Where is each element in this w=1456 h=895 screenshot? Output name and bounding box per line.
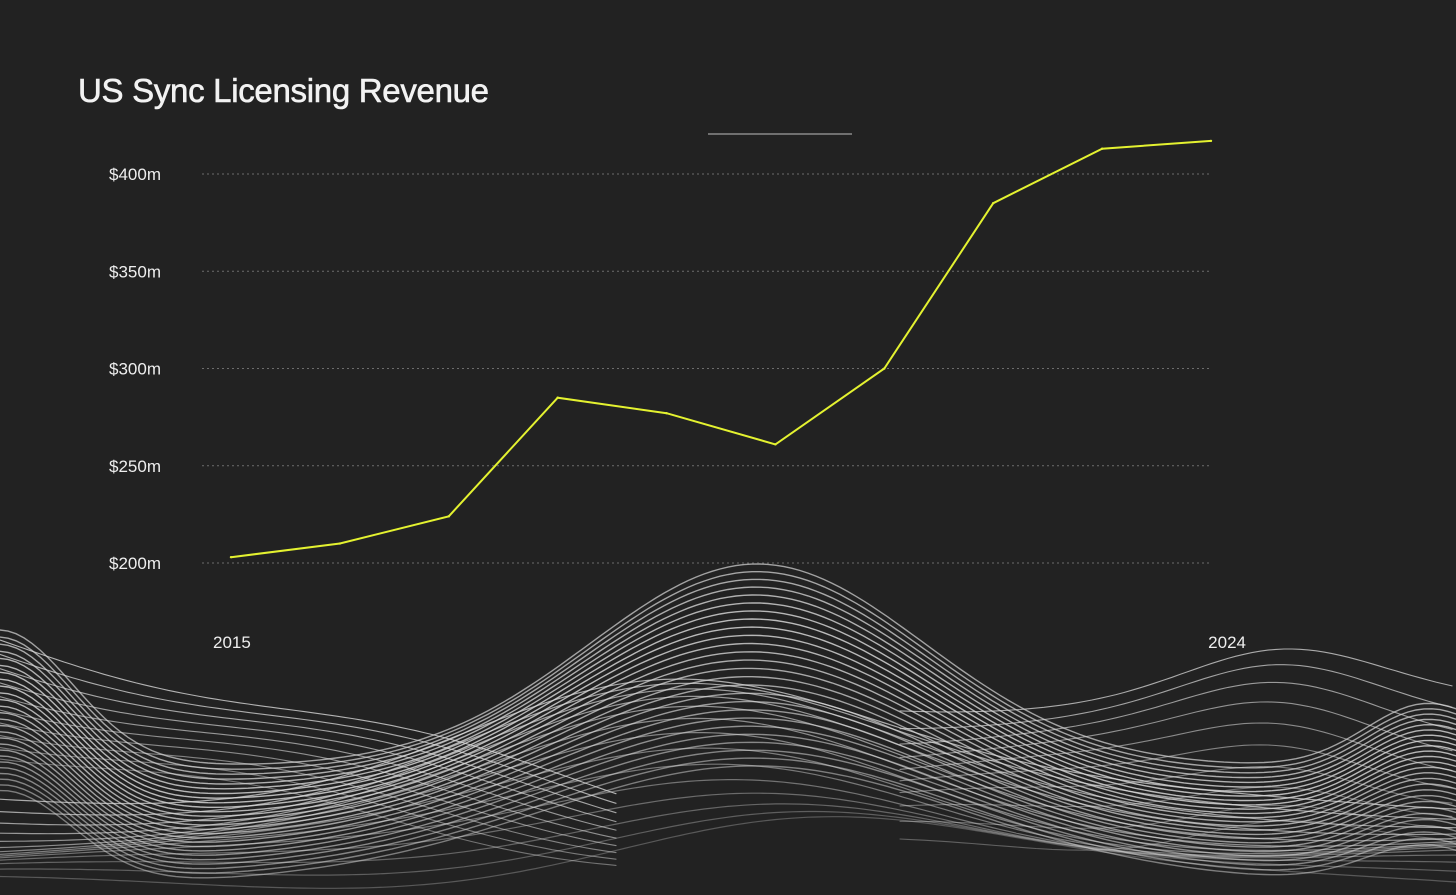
wave-line (899, 648, 1453, 713)
wave-line (0, 733, 1456, 861)
data-point (556, 396, 559, 399)
wave-line (0, 668, 617, 814)
data-point (447, 515, 450, 518)
wave-line (0, 722, 617, 847)
wave-line (0, 763, 1456, 857)
wave-line (899, 681, 1453, 745)
wave-line (0, 563, 1456, 765)
y-tick-label: $300m (109, 360, 161, 379)
wave-line (0, 709, 617, 839)
data-point (338, 542, 342, 545)
wave-line (0, 678, 1456, 810)
wave-line (0, 695, 1456, 836)
wave-line (0, 639, 617, 795)
wave-line (0, 594, 1456, 785)
wave-line (899, 820, 1453, 851)
wave-line (0, 741, 1456, 865)
wave-line (0, 803, 1456, 865)
x-axis-tick-labels: 2015 2024 (213, 633, 1246, 652)
data-point (992, 201, 995, 205)
y-tick-label: $400m (109, 165, 161, 184)
wave-line (0, 816, 1456, 889)
wave-line (0, 659, 1456, 822)
wave-line (0, 792, 1456, 861)
wave-line (0, 571, 1456, 770)
series-line (230, 139, 1212, 559)
wave-line (0, 749, 1456, 870)
wave-line (0, 717, 1456, 849)
wave-line (0, 682, 1456, 820)
x-tick-label: 2024 (1208, 633, 1246, 652)
data-point (665, 412, 668, 415)
wave-line (0, 709, 1456, 848)
chart-title: US Sync Licensing Revenue (78, 72, 490, 110)
wave-line (899, 722, 1453, 771)
wave-line (899, 804, 1453, 829)
wave-line (0, 717, 1456, 852)
wave-line (0, 731, 1456, 853)
wave-line (0, 778, 1456, 859)
y-tick-label: $200m (109, 554, 161, 573)
wave-line (0, 642, 1456, 813)
wave-line (0, 578, 1456, 775)
wave-line (0, 747, 1456, 856)
wave-line (899, 701, 1453, 759)
wave-line (0, 700, 1456, 843)
data-point (883, 367, 886, 370)
wave-line (899, 766, 1453, 804)
wave-line (0, 602, 1456, 790)
wave-line (0, 757, 1456, 874)
wave-line (0, 692, 1456, 839)
y-tick-label: $350m (109, 262, 161, 281)
wave-line (0, 618, 1456, 799)
wave-line (0, 705, 1456, 843)
y-tick-label: $250m (109, 457, 161, 476)
decorative-wave-lines (0, 563, 1456, 889)
wave-line (0, 667, 1456, 826)
wave-line (0, 653, 617, 804)
wave-line (0, 696, 617, 831)
wave-line (0, 758, 617, 866)
data-point (1100, 147, 1104, 150)
series-layer (229, 139, 1213, 559)
wave-line (899, 744, 1453, 789)
wave-line (0, 765, 1456, 879)
y-axis-tick-labels: $200m $250m $300m $350m $400m (109, 165, 161, 573)
wave-line (0, 747, 617, 860)
wave-line (0, 682, 617, 823)
wave-line (0, 626, 1456, 804)
wave-line (0, 586, 1456, 780)
data-point (229, 555, 233, 559)
x-tick-label: 2015 (213, 633, 251, 652)
wave-line (899, 786, 1453, 817)
data-point (1209, 139, 1213, 143)
wave-line (0, 688, 1456, 829)
wave-line (899, 664, 1453, 730)
data-point (774, 443, 777, 446)
wave-line (0, 810, 1456, 876)
wave-line (0, 735, 617, 854)
y-gridlines (202, 173, 1212, 564)
